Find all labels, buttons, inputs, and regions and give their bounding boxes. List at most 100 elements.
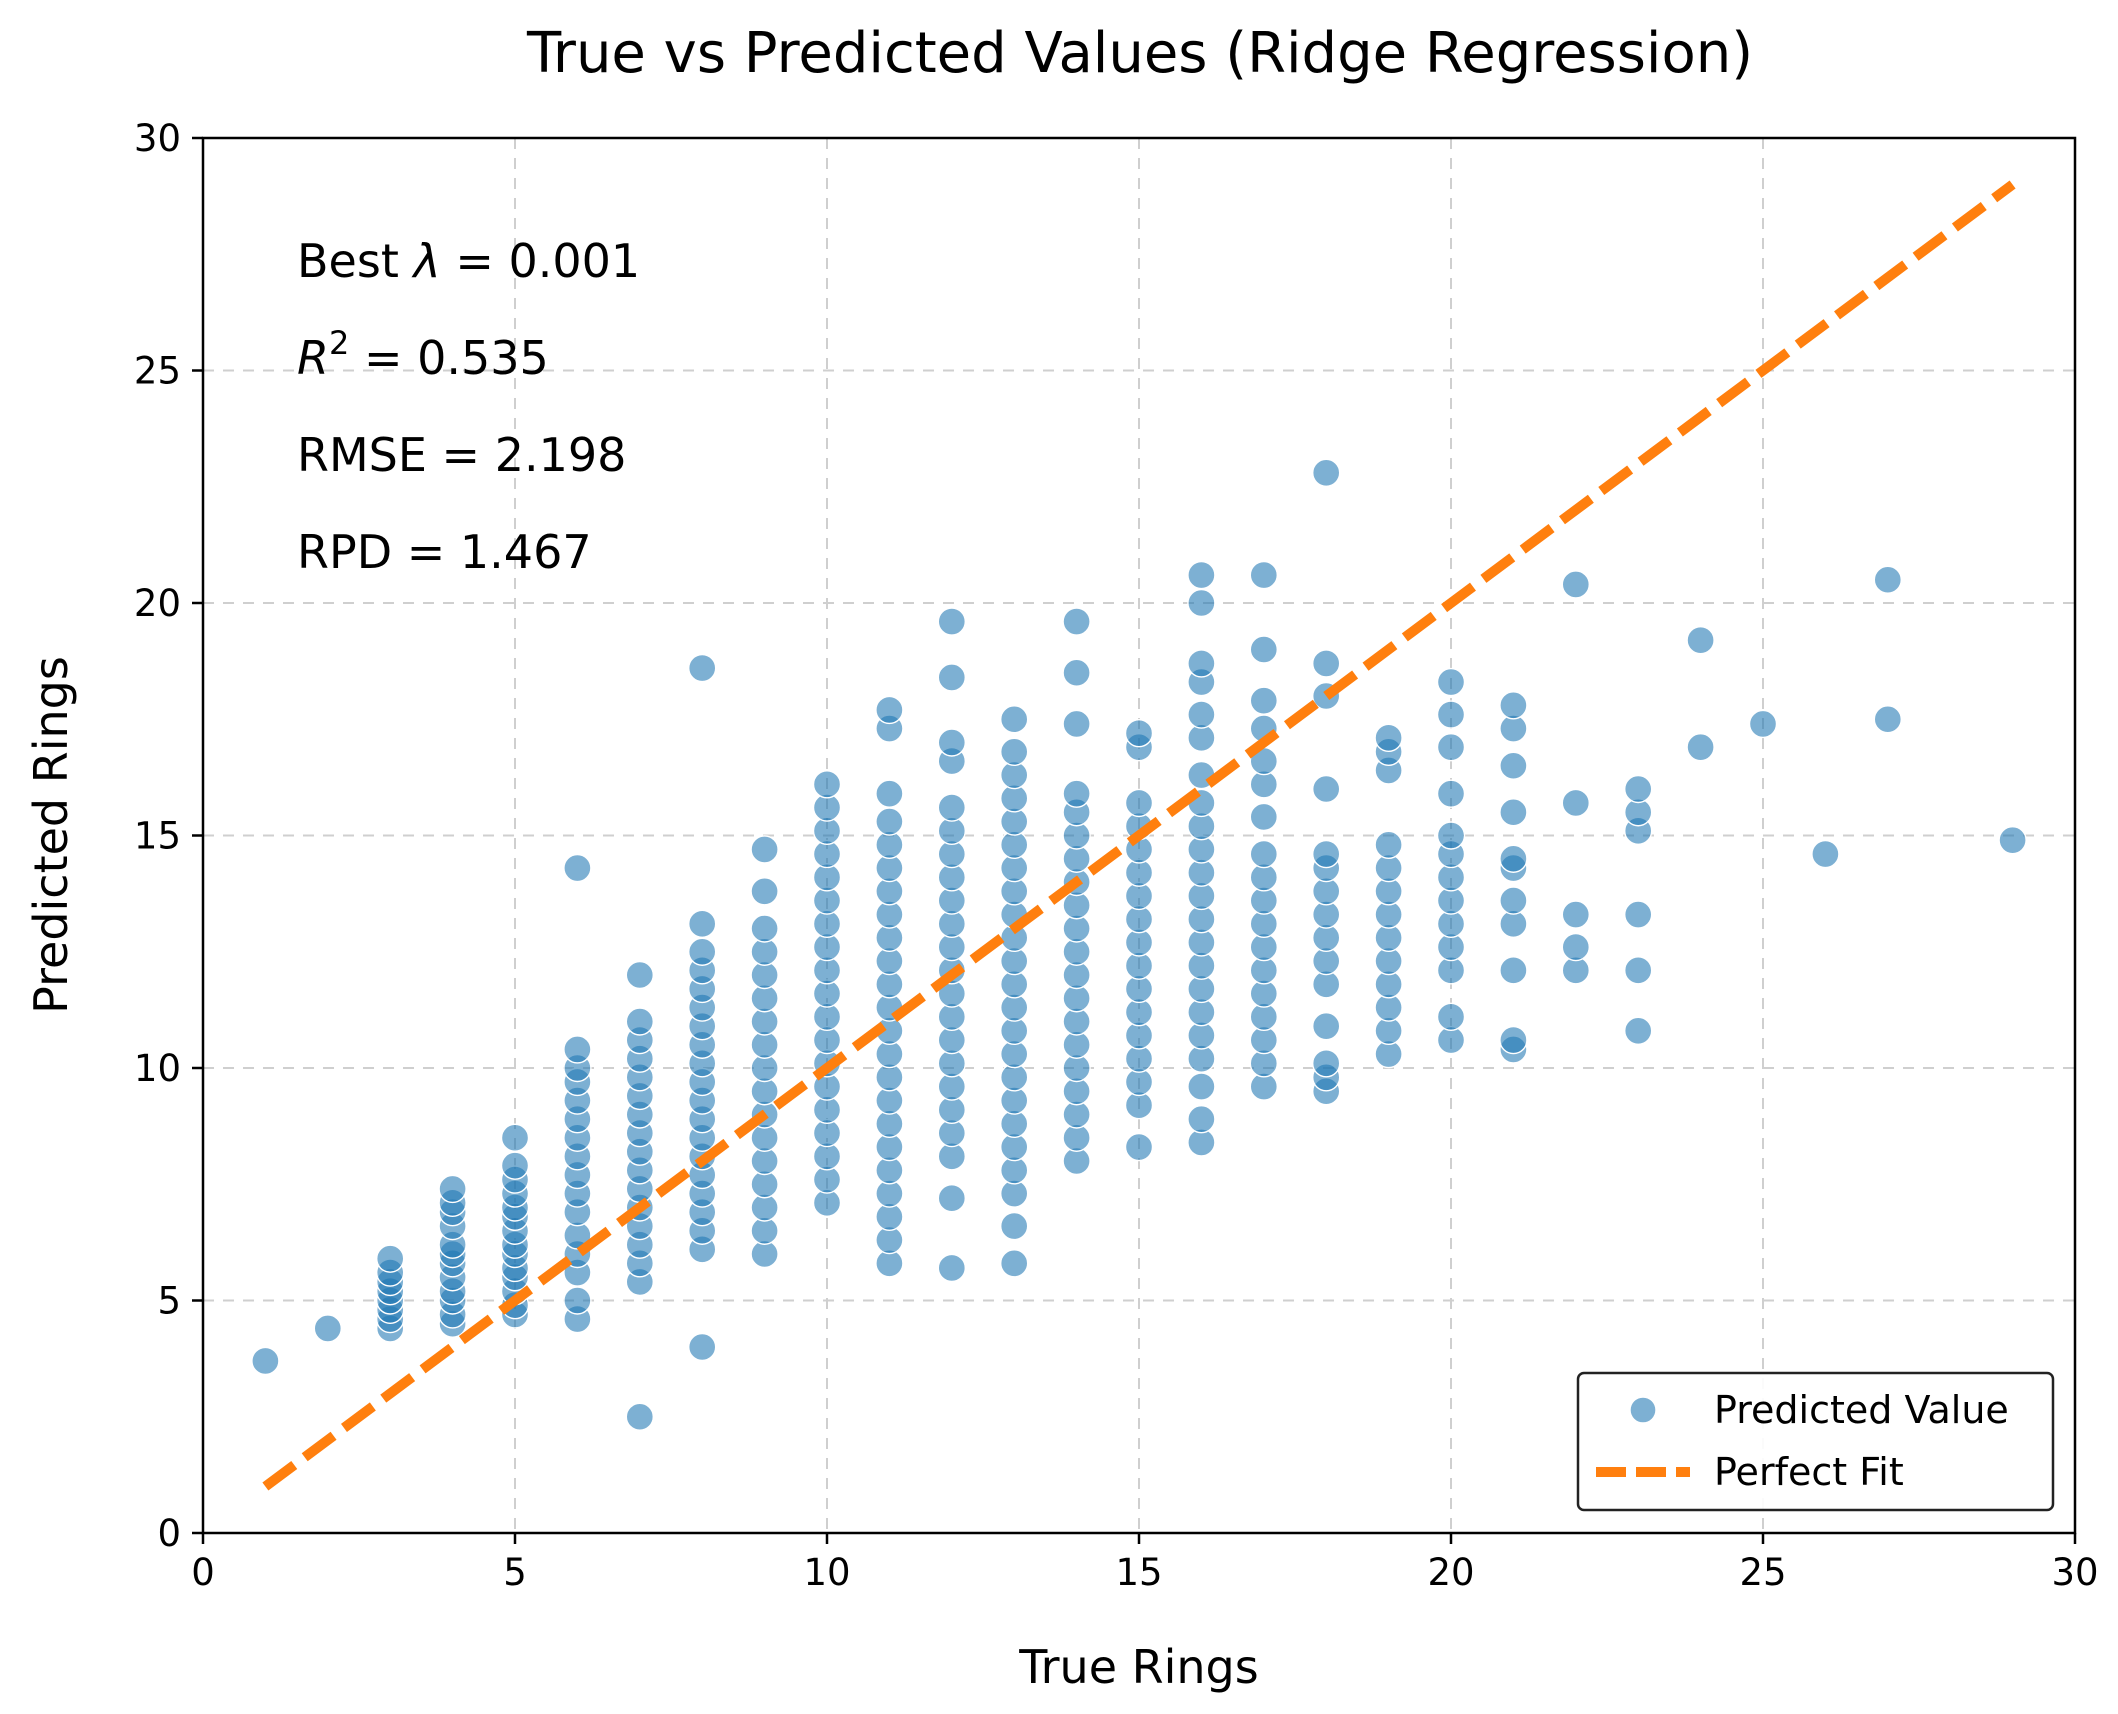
scatter-point xyxy=(1499,798,1528,827)
scatter-point xyxy=(625,1007,654,1036)
scatter-point xyxy=(563,1286,592,1315)
scatter-point xyxy=(1249,635,1279,664)
annotation-rpd: RPD = 1.467 xyxy=(297,525,592,579)
chart-title: True vs Predicted Values (Ridge Regressi… xyxy=(526,21,1753,86)
legend: Predicted Value Perfect Fit xyxy=(1576,1371,2055,1512)
scatter-point xyxy=(625,960,654,990)
scatter-point xyxy=(1062,709,1091,739)
scatter-point xyxy=(1062,779,1091,808)
x-tick-label: 15 xyxy=(1115,1551,1162,1594)
scatter-point xyxy=(1436,732,1466,762)
scatter-point xyxy=(1561,900,1591,929)
x-axis-ticks: 0 5 10 15 20 25 30 xyxy=(191,1533,2099,1594)
x-tick-label: 20 xyxy=(1427,1551,1474,1594)
scatter-point xyxy=(1062,658,1091,687)
y-tick-label: 0 xyxy=(157,1512,181,1555)
scatter-point xyxy=(1187,649,1216,678)
legend-label-predicted: Predicted Value xyxy=(1714,1388,2009,1432)
scatter-point xyxy=(1686,626,1715,655)
annotation-r-squared: R2 = 0.535 xyxy=(297,324,549,385)
scatter-point xyxy=(1311,839,1341,869)
scatter-point xyxy=(1436,821,1466,850)
scatter-point xyxy=(875,779,904,808)
scatter-point xyxy=(1436,700,1466,729)
scatter-points xyxy=(251,458,2027,1431)
scatter-point xyxy=(500,1123,530,1152)
scatter-point xyxy=(1499,1025,1528,1055)
scatter-point xyxy=(1499,751,1528,780)
scatter-point xyxy=(1873,565,1903,594)
scatter-point xyxy=(1686,732,1715,762)
x-axis-label: True Rings xyxy=(1018,1640,1258,1694)
scatter-point xyxy=(1187,700,1216,729)
scatter-point xyxy=(1249,839,1279,869)
scatter-point xyxy=(937,728,966,757)
y-axis-ticks: 0 5 10 15 20 25 30 xyxy=(134,117,203,1555)
scatter-point xyxy=(937,1253,966,1283)
y-tick-label: 5 xyxy=(157,1280,181,1323)
scatter-point xyxy=(750,835,779,864)
scatter-point xyxy=(937,793,966,822)
annotation-best-lambda: Best λ = 0.001 xyxy=(297,234,640,288)
scatter-point xyxy=(1561,788,1591,818)
scatter-point xyxy=(1249,802,1279,832)
scatter-point xyxy=(1311,774,1341,804)
scatter-point xyxy=(688,937,717,966)
scatter-point xyxy=(376,1244,405,1273)
scatter-point xyxy=(1499,956,1528,985)
scatter-point xyxy=(750,914,779,943)
scatter-point xyxy=(812,770,842,799)
scatter-point xyxy=(1124,788,1154,818)
scatter-point xyxy=(1748,709,1778,739)
scatter-point xyxy=(1124,1132,1154,1162)
scatter-point xyxy=(1000,705,1029,734)
scatter-point xyxy=(1249,686,1279,715)
scatter-point xyxy=(1561,570,1591,599)
scatter-point xyxy=(438,1174,467,1204)
scatter-point xyxy=(1436,779,1466,808)
scatter-point xyxy=(1623,774,1653,804)
annotation-rmse: RMSE = 2.198 xyxy=(297,428,626,482)
perfect-fit-line xyxy=(262,180,2016,1491)
scatter-point xyxy=(937,607,966,636)
y-tick-label: 15 xyxy=(134,815,181,858)
scatter-point xyxy=(625,1402,654,1431)
legend-box xyxy=(1576,1371,2055,1512)
scatter-point xyxy=(1311,1049,1341,1078)
scatter-point xyxy=(688,653,717,683)
scatter-point xyxy=(500,1151,530,1180)
x-tick-label: 0 xyxy=(191,1551,215,1594)
y-tick-label: 10 xyxy=(134,1047,181,1090)
scatter-point xyxy=(1623,1016,1653,1046)
scatter-point xyxy=(563,853,592,883)
scatter-point xyxy=(1499,886,1528,915)
x-tick-label: 10 xyxy=(803,1551,850,1594)
scatter-point xyxy=(1623,956,1653,985)
perfect-fit-layer xyxy=(262,180,2016,1491)
scatter-point xyxy=(1311,458,1341,487)
scatter-point xyxy=(1124,719,1154,748)
scatter-point xyxy=(1436,667,1466,697)
scatter-point xyxy=(1062,607,1091,636)
x-tick-label: 25 xyxy=(1739,1551,1786,1594)
scatter-point xyxy=(1436,1002,1466,1032)
legend-label-perfect-fit: Perfect Fit xyxy=(1714,1450,1904,1494)
scatter-point xyxy=(875,807,904,836)
scatter-point xyxy=(251,1346,280,1376)
scatter-point xyxy=(1000,1211,1029,1241)
x-tick-label: 5 xyxy=(503,1551,527,1594)
scatter-point xyxy=(1499,691,1528,720)
y-tick-label: 30 xyxy=(134,117,181,160)
y-tick-label: 25 xyxy=(134,350,181,393)
scatter-point xyxy=(1187,1104,1216,1134)
scatter-point xyxy=(875,695,904,725)
scatter-point xyxy=(1249,560,1279,590)
y-axis-label: Predicted Rings xyxy=(24,656,78,1014)
scatter-point xyxy=(1374,830,1403,859)
stats-annotations: Best λ = 0.001 R2 = 0.535 RMSE = 2.198 R… xyxy=(297,234,640,579)
scatter-point xyxy=(1000,737,1029,766)
scatter-point xyxy=(937,663,966,692)
scatter-point xyxy=(1561,932,1591,962)
scatter-point xyxy=(688,1332,717,1362)
